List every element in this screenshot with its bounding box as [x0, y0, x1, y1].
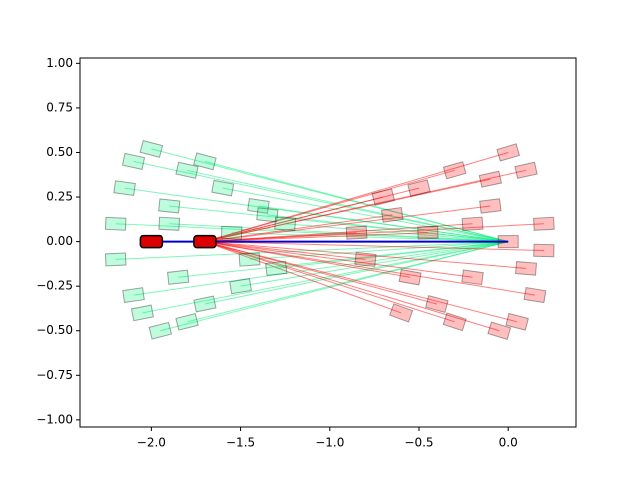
pose-box	[389, 303, 414, 323]
ray	[204, 241, 402, 314]
ray	[204, 205, 491, 243]
ray	[204, 241, 366, 260]
ray	[231, 232, 509, 243]
pose-box	[533, 243, 555, 258]
marker	[139, 234, 164, 249]
pose-box	[479, 198, 502, 214]
pose-box	[122, 287, 145, 304]
ray	[133, 241, 509, 296]
ray	[204, 241, 518, 323]
ray	[204, 241, 437, 305]
pose-box	[265, 260, 288, 277]
y-tick-label: 0.50	[46, 145, 73, 159]
pose-box	[158, 198, 181, 214]
ray	[186, 241, 509, 323]
ray	[204, 241, 527, 269]
pose-box	[193, 295, 217, 313]
pose-box	[371, 188, 396, 206]
x-tick-label: −1.0	[315, 436, 344, 450]
pose-box	[442, 161, 467, 180]
ray	[204, 196, 384, 243]
pose-box	[380, 206, 404, 223]
marker	[193, 234, 217, 249]
pose-box	[398, 269, 422, 286]
pose-box	[130, 304, 154, 322]
pose-box	[533, 216, 555, 231]
pose-box	[442, 312, 467, 332]
ray	[258, 205, 509, 243]
ray	[204, 241, 473, 278]
pose-box	[175, 312, 199, 331]
pose-box	[256, 207, 279, 223]
pose-box	[104, 216, 127, 231]
ray	[204, 241, 411, 278]
pose-box	[274, 216, 297, 232]
pose-box	[496, 143, 521, 162]
pose-box	[158, 216, 181, 231]
y-tick-label: −0.25	[36, 279, 73, 293]
pose-box	[193, 152, 217, 171]
y-tick-label: 0.00	[46, 234, 73, 248]
pose-box	[104, 252, 127, 267]
pose-box	[417, 225, 439, 240]
y-tick-label: −0.50	[36, 323, 73, 337]
ray	[204, 241, 455, 323]
pose-box	[461, 269, 484, 286]
ray	[222, 187, 509, 243]
pose-box	[220, 225, 243, 240]
axes-frame	[79, 57, 577, 428]
pose-box	[175, 161, 199, 179]
y-tick-label: 0.75	[46, 100, 73, 114]
ray	[204, 232, 428, 243]
plot-area	[104, 139, 555, 341]
y-tick-label: 0.25	[46, 190, 73, 204]
pose-box	[514, 161, 538, 179]
pose-box	[523, 286, 547, 304]
pose-box	[139, 139, 164, 158]
ray	[204, 241, 500, 332]
ray	[204, 241, 544, 252]
y-tick-label: −1.00	[36, 412, 73, 426]
pose-box	[461, 216, 484, 231]
pose-box	[505, 312, 529, 331]
pose-box	[247, 198, 270, 214]
pose-box	[166, 269, 190, 285]
x-tick-label: 0.0	[499, 436, 518, 450]
x-tick-label: −2.0	[137, 436, 166, 450]
ray	[204, 169, 455, 243]
pose-box	[354, 251, 377, 268]
pose-box	[121, 152, 146, 170]
y-tick-label: −0.75	[36, 368, 73, 382]
ray	[204, 232, 357, 243]
y-tick-label: 1.00	[46, 56, 73, 70]
pose-box	[515, 260, 538, 276]
pose-box	[425, 294, 449, 314]
pose-box	[407, 179, 431, 197]
pose-box	[148, 321, 173, 340]
pose-box	[478, 170, 503, 188]
ray	[204, 241, 536, 296]
x-tick-label: −0.5	[404, 436, 433, 450]
ray	[204, 241, 509, 305]
pose-box	[229, 278, 253, 295]
pose-box	[113, 180, 136, 197]
ray	[204, 178, 491, 243]
pose-box	[487, 321, 512, 341]
pose-box	[345, 225, 368, 240]
pose-box	[211, 179, 235, 197]
pose-box	[238, 252, 261, 267]
ray	[142, 241, 509, 314]
x-tick-label: −1.5	[226, 436, 255, 450]
ray	[204, 214, 393, 243]
ray	[276, 241, 509, 269]
